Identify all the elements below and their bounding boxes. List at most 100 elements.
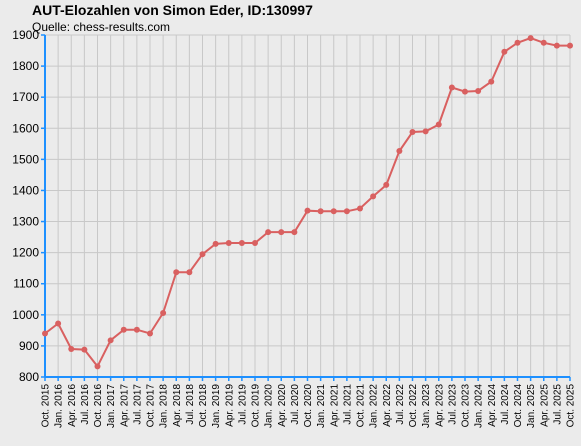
data-point (81, 346, 88, 353)
data-point (107, 337, 114, 344)
x-tick-label: Jan. 2020 (264, 384, 275, 428)
data-point (448, 84, 455, 91)
x-tick-label: Jul. 2018 (185, 384, 196, 425)
x-tick-label: Jul. 2016 (80, 384, 91, 425)
x-axis-ticks: Oct. 2015 Jan. 2016 Apr. 2016 Jul. 2016 Oct.… (41, 384, 577, 428)
y-tick-label: 1500 (12, 152, 39, 166)
data-point (501, 48, 508, 55)
data-point (291, 229, 298, 236)
y-tick-label: 1100 (13, 277, 39, 291)
data-point (553, 42, 560, 49)
y-tick-label: 1000 (12, 308, 39, 322)
data-point (422, 128, 429, 135)
data-point (160, 309, 167, 316)
data-point (252, 239, 258, 246)
y-axis-ticks: 800 900 1000 1100 1200 1300 1400 1500 1600 1700 18… (12, 28, 39, 384)
data-point (173, 269, 180, 276)
x-tick-label: Jan. 2016 (54, 384, 65, 428)
data-point (42, 330, 48, 337)
x-tick-label: Oct. 2015 (41, 384, 52, 428)
x-tick-label: Jan. 2021 (316, 384, 327, 428)
x-tick-label: Jan. 2019 (211, 384, 222, 428)
x-tick-label: Jul. 2022 (395, 384, 406, 425)
x-tick-label: Oct. 2017 (146, 384, 157, 428)
data-point (383, 181, 390, 188)
x-tick-label: Apr. 2025 (539, 384, 550, 427)
x-tick-label: Jan. 2025 (526, 384, 537, 428)
x-tick-label: Oct. 2024 (513, 384, 524, 428)
grid (44, 34, 571, 378)
x-tick-label: Apr. 2017 (119, 384, 130, 427)
y-tick-label: 1300 (12, 215, 39, 229)
x-tick-label: Apr. 2021 (329, 384, 340, 427)
x-tick-label: Jul. 2023 (447, 384, 458, 425)
x-tick-label: Apr. 2024 (487, 384, 498, 427)
data-point (462, 88, 468, 95)
axes (41, 34, 571, 381)
x-tick-label: Jan. 2022 (369, 384, 380, 428)
x-tick-label: Jul. 2017 (132, 384, 143, 425)
x-tick-label: Jul. 2021 (342, 384, 353, 425)
x-tick-label: Oct. 2018 (198, 384, 209, 428)
chart-subtitle: Quelle: chess-results.com (32, 20, 171, 34)
x-tick-label: Oct. 2025 (566, 384, 577, 428)
data-point (55, 320, 62, 327)
y-tick-label: 1700 (12, 90, 39, 104)
data-point (94, 363, 101, 370)
data-point (527, 35, 534, 42)
data-point (435, 121, 442, 128)
x-tick-label: Apr. 2018 (172, 384, 183, 427)
data-point (330, 208, 337, 215)
data-point (343, 208, 350, 215)
data-point (147, 330, 153, 337)
chart-title: AUT-Elozahlen von Simon Eder, ID:130997 (32, 2, 313, 18)
x-tick-label: Apr. 2022 (382, 384, 393, 427)
x-tick-label: Apr. 2020 (277, 384, 288, 427)
y-tick-label: 1200 (12, 246, 39, 260)
data-point (186, 269, 193, 276)
x-tick-label: Oct. 2023 (461, 384, 472, 428)
y-tick-label: 800 (19, 370, 39, 384)
x-tick-label: Jul. 2019 (237, 384, 248, 425)
y-tick-label: 1900 (12, 28, 39, 42)
data-point (68, 346, 75, 353)
data-point (317, 208, 324, 215)
series (42, 35, 573, 370)
x-tick-label: Jul. 2025 (552, 384, 563, 425)
x-tick-label: Jan. 2024 (474, 384, 485, 428)
data-point (120, 326, 127, 333)
data-point (278, 229, 285, 236)
data-point (409, 129, 416, 136)
x-tick-label: Oct. 2020 (303, 384, 314, 428)
x-tick-label: Jul. 2024 (500, 384, 511, 425)
data-point (199, 251, 206, 258)
data-point (488, 78, 495, 85)
x-tick-label: Oct. 2022 (408, 384, 419, 428)
data-point (540, 39, 547, 46)
data-point (225, 239, 232, 246)
data-point (133, 326, 140, 333)
data-point (370, 193, 377, 200)
y-tick-label: 1800 (12, 59, 39, 73)
data-point (265, 229, 272, 236)
y-tick-label: 1600 (12, 121, 39, 135)
y-tick-label: 1400 (12, 183, 39, 197)
data-point (304, 207, 311, 214)
x-tick-label: Apr. 2016 (67, 384, 78, 427)
data-point (475, 87, 482, 94)
data-point (357, 205, 363, 212)
x-tick-label: Jan. 2023 (421, 384, 432, 428)
x-tick-label: Apr. 2019 (224, 384, 235, 427)
x-tick-label: Oct. 2021 (356, 384, 367, 428)
data-point (514, 39, 521, 46)
x-tick-label: Apr. 2023 (434, 384, 445, 427)
x-tick-label: Jan. 2018 (159, 384, 170, 428)
data-point (396, 147, 403, 154)
data-point (238, 239, 245, 246)
data-point (212, 240, 219, 247)
x-tick-label: Jul. 2020 (290, 384, 301, 425)
data-point (567, 42, 573, 49)
x-tick-label: Oct. 2019 (251, 384, 262, 428)
x-tick-label: Oct. 2016 (93, 384, 104, 428)
